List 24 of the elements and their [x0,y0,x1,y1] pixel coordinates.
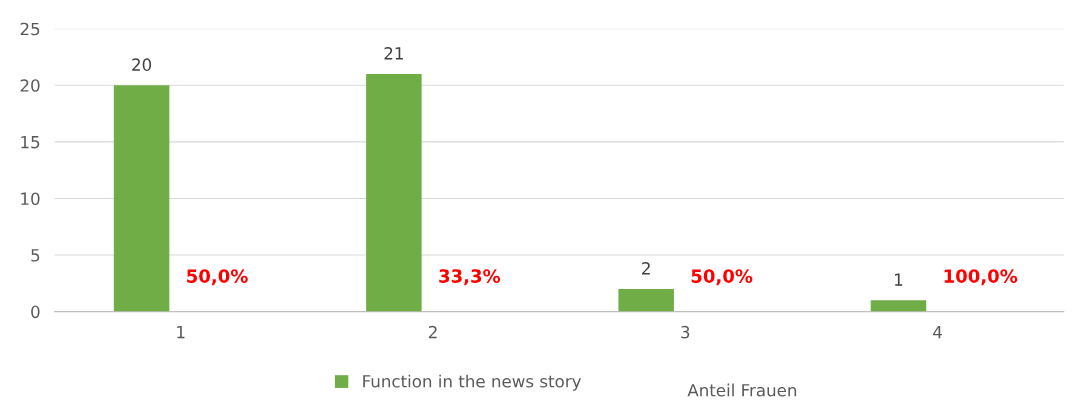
y-tick-label: 25 [20,22,40,36]
y-tick-label: 20 [20,79,40,92]
x-tick-label: 1 [177,326,185,339]
bar [113,85,170,312]
data-label: 21 [384,47,403,60]
annotation: 100,0% [944,269,1018,286]
legend-label: Function in the news story [363,374,581,391]
y-tick-label: 15 [21,136,40,149]
y-tick-label: 10 [21,192,40,206]
data-label: 20 [132,58,152,71]
annotation: 50,0% [691,269,753,286]
y-tick-label: 0 [31,305,40,319]
y-tick-label: 5 [31,249,40,262]
bar [870,300,927,312]
data-label: 2 [642,262,650,275]
data-label: 1 [895,273,903,286]
x-tick-label: 4 [933,326,942,339]
text: Anteil Frauen [687,383,797,397]
annotation: 50,0% [187,269,248,286]
x-tick-label: 2 [428,325,437,339]
bar [618,288,674,312]
bar [366,73,422,312]
annotation: 33,3% [439,269,501,286]
x-tick-label: 3 [681,325,690,339]
